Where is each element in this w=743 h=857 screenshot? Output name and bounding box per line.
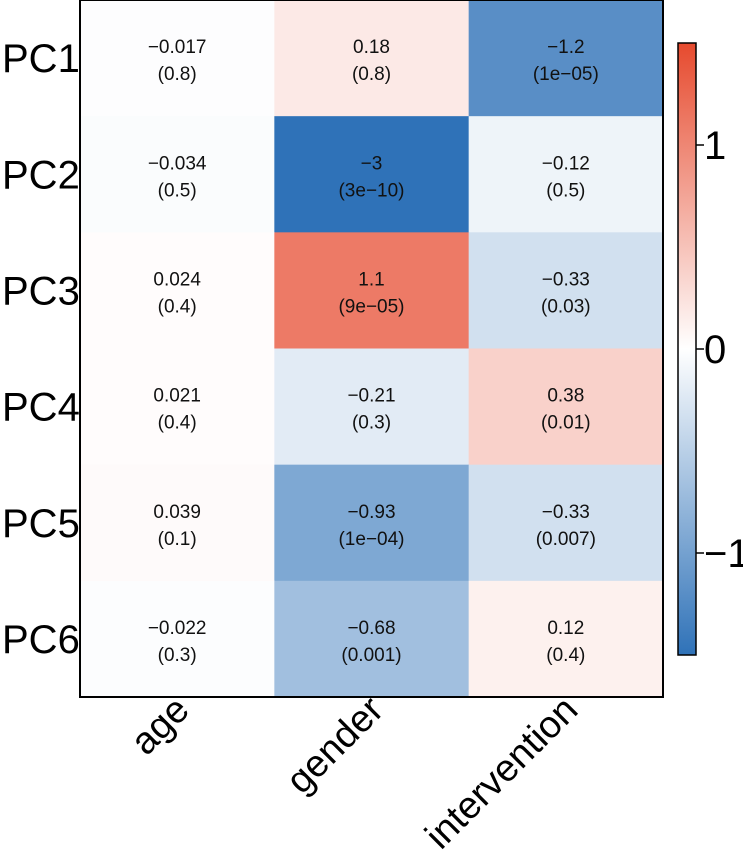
cell-pvalue-label: (3e−10) (338, 180, 404, 201)
cell-value-label: 0.024 (153, 269, 201, 290)
cell-pvalue-label: (0.001) (341, 645, 401, 666)
cell-value-label: 0.021 (153, 386, 201, 407)
row-label-pc1: PC1 (2, 37, 80, 81)
cell-pvalue-label: (0.5) (158, 180, 197, 201)
colorbar-tick-label: 1 (704, 124, 726, 168)
column-label-gender: gender (278, 688, 392, 802)
cell-value-label: 0.12 (547, 618, 584, 639)
heatmap-cell-pc3-age (80, 232, 275, 349)
cell-value-label: −0.017 (148, 37, 207, 58)
heatmap-cell-pc3-gender (274, 232, 470, 349)
cell-value-label: 0.18 (353, 37, 390, 58)
cell-value-label: −3 (361, 153, 383, 174)
heatmap-cell-pc5-gender (274, 464, 470, 582)
cell-pvalue-label: (1e−05) (533, 64, 599, 85)
heatmap-cell-pc1-age (80, 0, 275, 117)
cell-value-label: −0.034 (148, 153, 207, 174)
cell-pvalue-label: (9e−05) (338, 296, 404, 317)
row-label-pc5: PC5 (2, 502, 80, 546)
heatmap-cell-pc2-age (80, 116, 275, 233)
cell-pvalue-label: (0.8) (158, 64, 197, 85)
cell-pvalue-label: (0.4) (546, 645, 585, 666)
cell-pvalue-label: (0.8) (352, 64, 391, 85)
heatmap-cell-pc4-gender (274, 348, 470, 466)
heatmap-cell-pc5-intervention (468, 464, 664, 582)
cell-value-label: −0.68 (347, 618, 395, 639)
row-label-pc2: PC2 (2, 153, 80, 197)
heatmap-cell-pc6-age (80, 580, 275, 698)
heatmap-cell-pc1-intervention (468, 0, 664, 117)
cell-value-label: −0.12 (542, 153, 590, 174)
plot-frame (79, 0, 664, 698)
cell-value-label: −0.21 (347, 386, 395, 407)
colorbar-gradient (677, 42, 697, 656)
cell-value-label: 0.38 (547, 386, 584, 407)
cell-value-label: −0.93 (347, 502, 395, 523)
row-label-pc4: PC4 (2, 386, 80, 430)
colorbar-tick-label: 0 (704, 328, 726, 372)
cell-pvalue-label: (0.1) (158, 529, 197, 550)
cell-pvalue-label: (0.4) (158, 413, 197, 434)
heatmap-cell-pc6-gender (274, 580, 470, 698)
cell-pvalue-label: (0.007) (536, 529, 596, 550)
cell-pvalue-label: (0.5) (546, 180, 585, 201)
cell-pvalue-label: (0.03) (541, 296, 591, 317)
heatmap-cell-pc5-age (80, 464, 275, 582)
row-label-pc6: PC6 (2, 618, 80, 662)
heatmap-cell-pc6-intervention (468, 580, 664, 698)
heatmap-cell-pc4-age (80, 348, 275, 466)
heatmap-cell-pc3-intervention (468, 232, 664, 349)
cell-pvalue-label: (0.3) (352, 413, 391, 434)
cell-value-label: −0.33 (542, 502, 590, 523)
column-label-intervention: intervention (418, 689, 587, 857)
heatmap-cell-pc1-gender (274, 0, 470, 117)
heatmap-cell-pc2-gender (274, 116, 470, 233)
cell-value-label: −0.022 (148, 618, 207, 639)
cell-value-label: −0.33 (542, 269, 590, 290)
cell-pvalue-label: (0.3) (158, 645, 197, 666)
heatmap-cell-pc4-intervention (468, 348, 664, 466)
cell-pvalue-label: (0.01) (541, 413, 591, 434)
colorbar-tick-label: −1 (704, 532, 743, 576)
heatmap-cell-pc2-intervention (468, 116, 664, 233)
cell-value-label: 0.039 (153, 502, 201, 523)
cell-pvalue-label: (1e−04) (338, 529, 404, 550)
cell-value-label: 1.1 (358, 269, 384, 290)
row-label-pc3: PC3 (2, 269, 80, 313)
colorbar (677, 42, 697, 656)
cell-pvalue-label: (0.4) (158, 296, 197, 317)
cell-value-label: −1.2 (547, 37, 585, 58)
column-label-age: age (123, 689, 198, 764)
